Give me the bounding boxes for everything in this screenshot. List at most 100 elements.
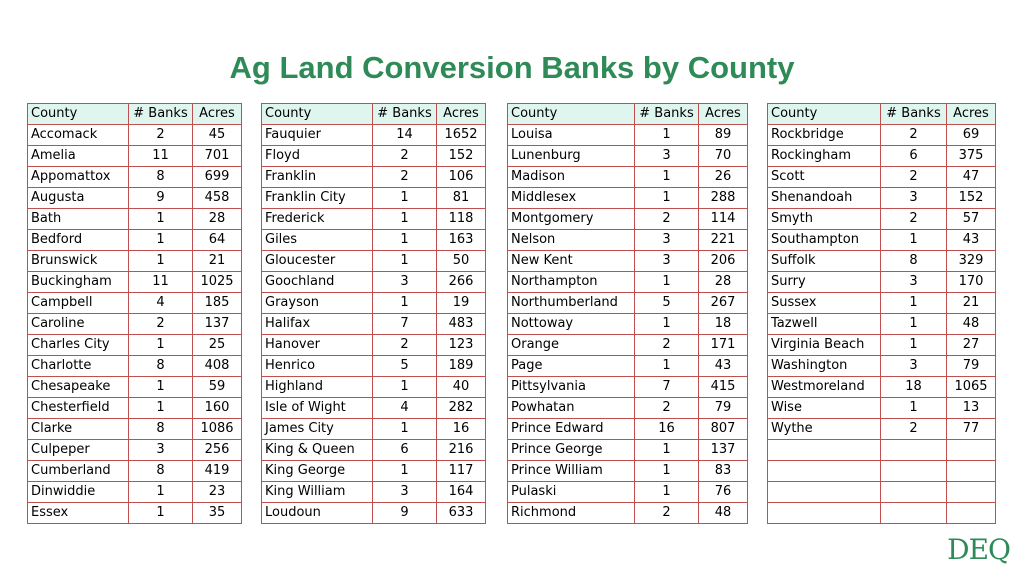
- banks-cell: 2: [634, 334, 699, 356]
- banks-cell: 1: [128, 229, 193, 251]
- acres-cell: 47: [946, 166, 996, 188]
- banks-cell: 1: [634, 187, 699, 209]
- table-row: Southampton 1 43: [767, 229, 996, 251]
- county-cell: Wythe: [767, 418, 881, 440]
- acres-cell: 26: [698, 166, 748, 188]
- acres-cell: 171: [698, 334, 748, 356]
- table-row: Loudoun 9 633: [261, 502, 486, 524]
- acres-cell: 79: [698, 397, 748, 419]
- county-table-3: County # Banks Acres Louisa 1 89 Lunenburg 3…: [507, 103, 748, 524]
- county-cell: Prince Edward: [507, 418, 635, 440]
- banks-cell: 1: [634, 460, 699, 482]
- acres-cell: 164: [436, 481, 486, 503]
- table-row: Montgomery 2 114: [507, 208, 748, 230]
- acres-cell: 43: [698, 355, 748, 377]
- table-row: Surry 3 170: [767, 271, 996, 293]
- acres-cell: 699: [192, 166, 242, 188]
- table-row: Appomattox 8 699: [27, 166, 242, 188]
- county-cell: Chesterfield: [27, 397, 129, 419]
- banks-cell: [880, 481, 947, 503]
- banks-cell: 2: [372, 334, 437, 356]
- county-cell: Tazwell: [767, 313, 881, 335]
- table-row: [767, 502, 996, 524]
- table-row: Franklin City 1 81: [261, 187, 486, 209]
- table-row: James City 1 16: [261, 418, 486, 440]
- acres-cell: 288: [698, 187, 748, 209]
- county-cell: Suffolk: [767, 250, 881, 272]
- acres-cell: 89: [698, 124, 748, 146]
- acres-cell: 1025: [192, 271, 242, 293]
- banks-cell: 2: [372, 166, 437, 188]
- acres-cell: 419: [192, 460, 242, 482]
- county-cell: Clarke: [27, 418, 129, 440]
- county-cell: Brunswick: [27, 250, 129, 272]
- county-cell: Scott: [767, 166, 881, 188]
- acres-cell: 28: [192, 208, 242, 230]
- county-table-4: County # Banks Acres Rockbridge 2 69 Rockin…: [767, 103, 996, 524]
- acres-cell: 50: [436, 250, 486, 272]
- banks-cell: 6: [880, 145, 947, 167]
- table-row: Shenandoah 3 152: [767, 187, 996, 209]
- acres-cell: 123: [436, 334, 486, 356]
- banks-cell: 5: [634, 292, 699, 314]
- acres-cell: 77: [946, 418, 996, 440]
- acres-cell: 81: [436, 187, 486, 209]
- acres-cell: 48: [946, 313, 996, 335]
- county-cell: Appomattox: [27, 166, 129, 188]
- acres-cell: 76: [698, 481, 748, 503]
- table-row: Goochland 3 266: [261, 271, 486, 293]
- county-cell: Fauquier: [261, 124, 373, 146]
- banks-cell: 1: [634, 439, 699, 461]
- banks-cell: 3: [880, 187, 947, 209]
- table-row: [767, 460, 996, 482]
- table-row: Giles 1 163: [261, 229, 486, 251]
- acres-cell: 83: [698, 460, 748, 482]
- table-row: Smyth 2 57: [767, 208, 996, 230]
- banks-cell: 14: [372, 124, 437, 146]
- table-row: Middlesex 1 288: [507, 187, 748, 209]
- table-row: Wythe 2 77: [767, 418, 996, 440]
- banks-cell: 1: [128, 481, 193, 503]
- county-cell: Goochland: [261, 271, 373, 293]
- county-cell: Henrico: [261, 355, 373, 377]
- county-cell: Madison: [507, 166, 635, 188]
- county-cell: Floyd: [261, 145, 373, 167]
- table-header-row: County # Banks Acres: [261, 103, 486, 125]
- acres-cell: 458: [192, 187, 242, 209]
- acres-cell: 267: [698, 292, 748, 314]
- acres-cell: 170: [946, 271, 996, 293]
- table-row: Grayson 1 19: [261, 292, 486, 314]
- county-cell: Buckingham: [27, 271, 129, 293]
- banks-cell: 1: [880, 313, 947, 335]
- table-row: Prince Edward 16 807: [507, 418, 748, 440]
- county-cell: Nelson: [507, 229, 635, 251]
- table-row: Wise 1 13: [767, 397, 996, 419]
- banks-cell: 3: [634, 145, 699, 167]
- county-cell: Northumberland: [507, 292, 635, 314]
- table-row: Page 1 43: [507, 355, 748, 377]
- header-banks: # Banks: [634, 103, 699, 125]
- county-cell: Halifax: [261, 313, 373, 335]
- county-table-1: County # Banks Acres Accomack 2 45 Amelia 11…: [27, 103, 242, 524]
- acres-cell: 21: [192, 250, 242, 272]
- banks-cell: 1: [372, 376, 437, 398]
- county-cell: King & Queen: [261, 439, 373, 461]
- banks-cell: 1: [128, 334, 193, 356]
- county-cell: Virginia Beach: [767, 334, 881, 356]
- table-row: Westmoreland 18 1065: [767, 376, 996, 398]
- table-row: Gloucester 1 50: [261, 250, 486, 272]
- banks-cell: 9: [128, 187, 193, 209]
- county-cell: Grayson: [261, 292, 373, 314]
- county-cell: Essex: [27, 502, 129, 524]
- acres-cell: 633: [436, 502, 486, 524]
- acres-cell: 21: [946, 292, 996, 314]
- banks-cell: 1: [880, 229, 947, 251]
- acres-cell: 27: [946, 334, 996, 356]
- county-cell: Wise: [767, 397, 881, 419]
- table-row: Scott 2 47: [767, 166, 996, 188]
- table-row: Hanover 2 123: [261, 334, 486, 356]
- table-row: Amelia 11 701: [27, 145, 242, 167]
- banks-cell: 1: [128, 397, 193, 419]
- acres-cell: 70: [698, 145, 748, 167]
- county-cell: [767, 439, 881, 461]
